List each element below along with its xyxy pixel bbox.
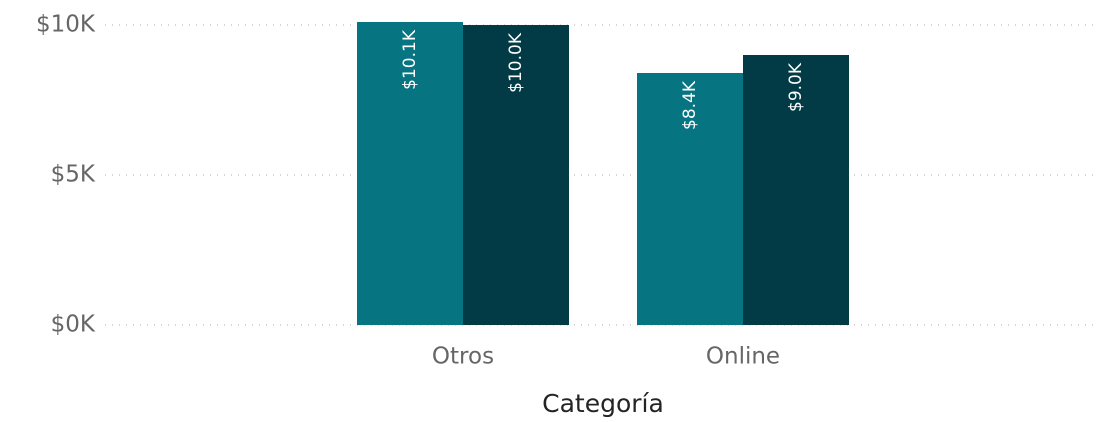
bar — [357, 22, 463, 325]
data-label: $8.4K — [680, 80, 700, 130]
bar — [463, 25, 569, 325]
y-tick-label: $10K — [36, 12, 96, 38]
x-tick-label: Online — [706, 344, 780, 370]
x-axis-title: Categoría — [542, 389, 664, 418]
y-tick-label: $0K — [51, 312, 96, 338]
x-tick-label: Otros — [432, 344, 494, 370]
y-tick-label: $5K — [51, 162, 96, 188]
data-label: $10.1K — [400, 29, 420, 90]
bar — [637, 73, 743, 325]
data-label: $9.0K — [786, 62, 806, 112]
data-label: $10.0K — [506, 32, 526, 93]
bar — [743, 55, 849, 325]
